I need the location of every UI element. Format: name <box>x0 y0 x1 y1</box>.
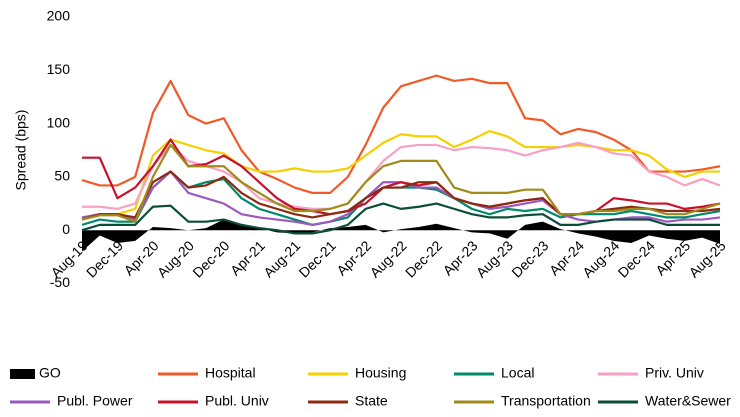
y-tick-label: 50 <box>54 168 70 184</box>
legend-label: Priv. Univ <box>645 365 704 381</box>
y-tick-label: 150 <box>47 61 71 77</box>
x-tick-label: Dec-24 <box>615 237 658 280</box>
y-tick-label: 100 <box>47 114 71 130</box>
legend-label: GO <box>39 365 61 381</box>
x-tick-label: Aug-25 <box>685 237 728 280</box>
area <box>82 219 720 252</box>
legend-label: Transportation <box>501 393 591 409</box>
legend-label: Hospital <box>205 365 256 381</box>
line <box>81 170 721 226</box>
legend-label: Water&Sewer <box>645 393 731 409</box>
line <box>81 170 721 221</box>
y-tick-label: 200 <box>47 8 71 24</box>
legend-swatch <box>10 369 35 379</box>
x-tick-label: Aug-20 <box>154 237 197 280</box>
line <box>81 143 721 223</box>
legend-label: Local <box>501 365 534 381</box>
line <box>81 202 720 235</box>
x-tick-label: Dec-22 <box>402 237 445 280</box>
y-tick-label: -50 <box>50 274 70 290</box>
y-axis-label: Spread (bps) <box>13 110 29 191</box>
x-tick-label: Aug-24 <box>579 237 622 280</box>
legend-label: Publ. Univ <box>205 393 269 409</box>
legend-label: Publ. Power <box>57 393 133 409</box>
x-tick-label: Aug-21 <box>260 237 303 280</box>
x-tick-label: Aug-23 <box>473 237 516 280</box>
legend-label: State <box>355 393 388 409</box>
x-tick-label: Aug-22 <box>366 237 409 280</box>
line <box>81 74 721 194</box>
y-tick-label: 0 <box>62 221 70 237</box>
x-tick-label: Dec-20 <box>189 237 232 280</box>
x-tick-label: Dec-23 <box>508 237 551 280</box>
line <box>82 141 721 210</box>
line <box>81 129 720 219</box>
x-tick-label: Dec-21 <box>296 237 339 280</box>
legend-label: Housing <box>355 365 406 381</box>
